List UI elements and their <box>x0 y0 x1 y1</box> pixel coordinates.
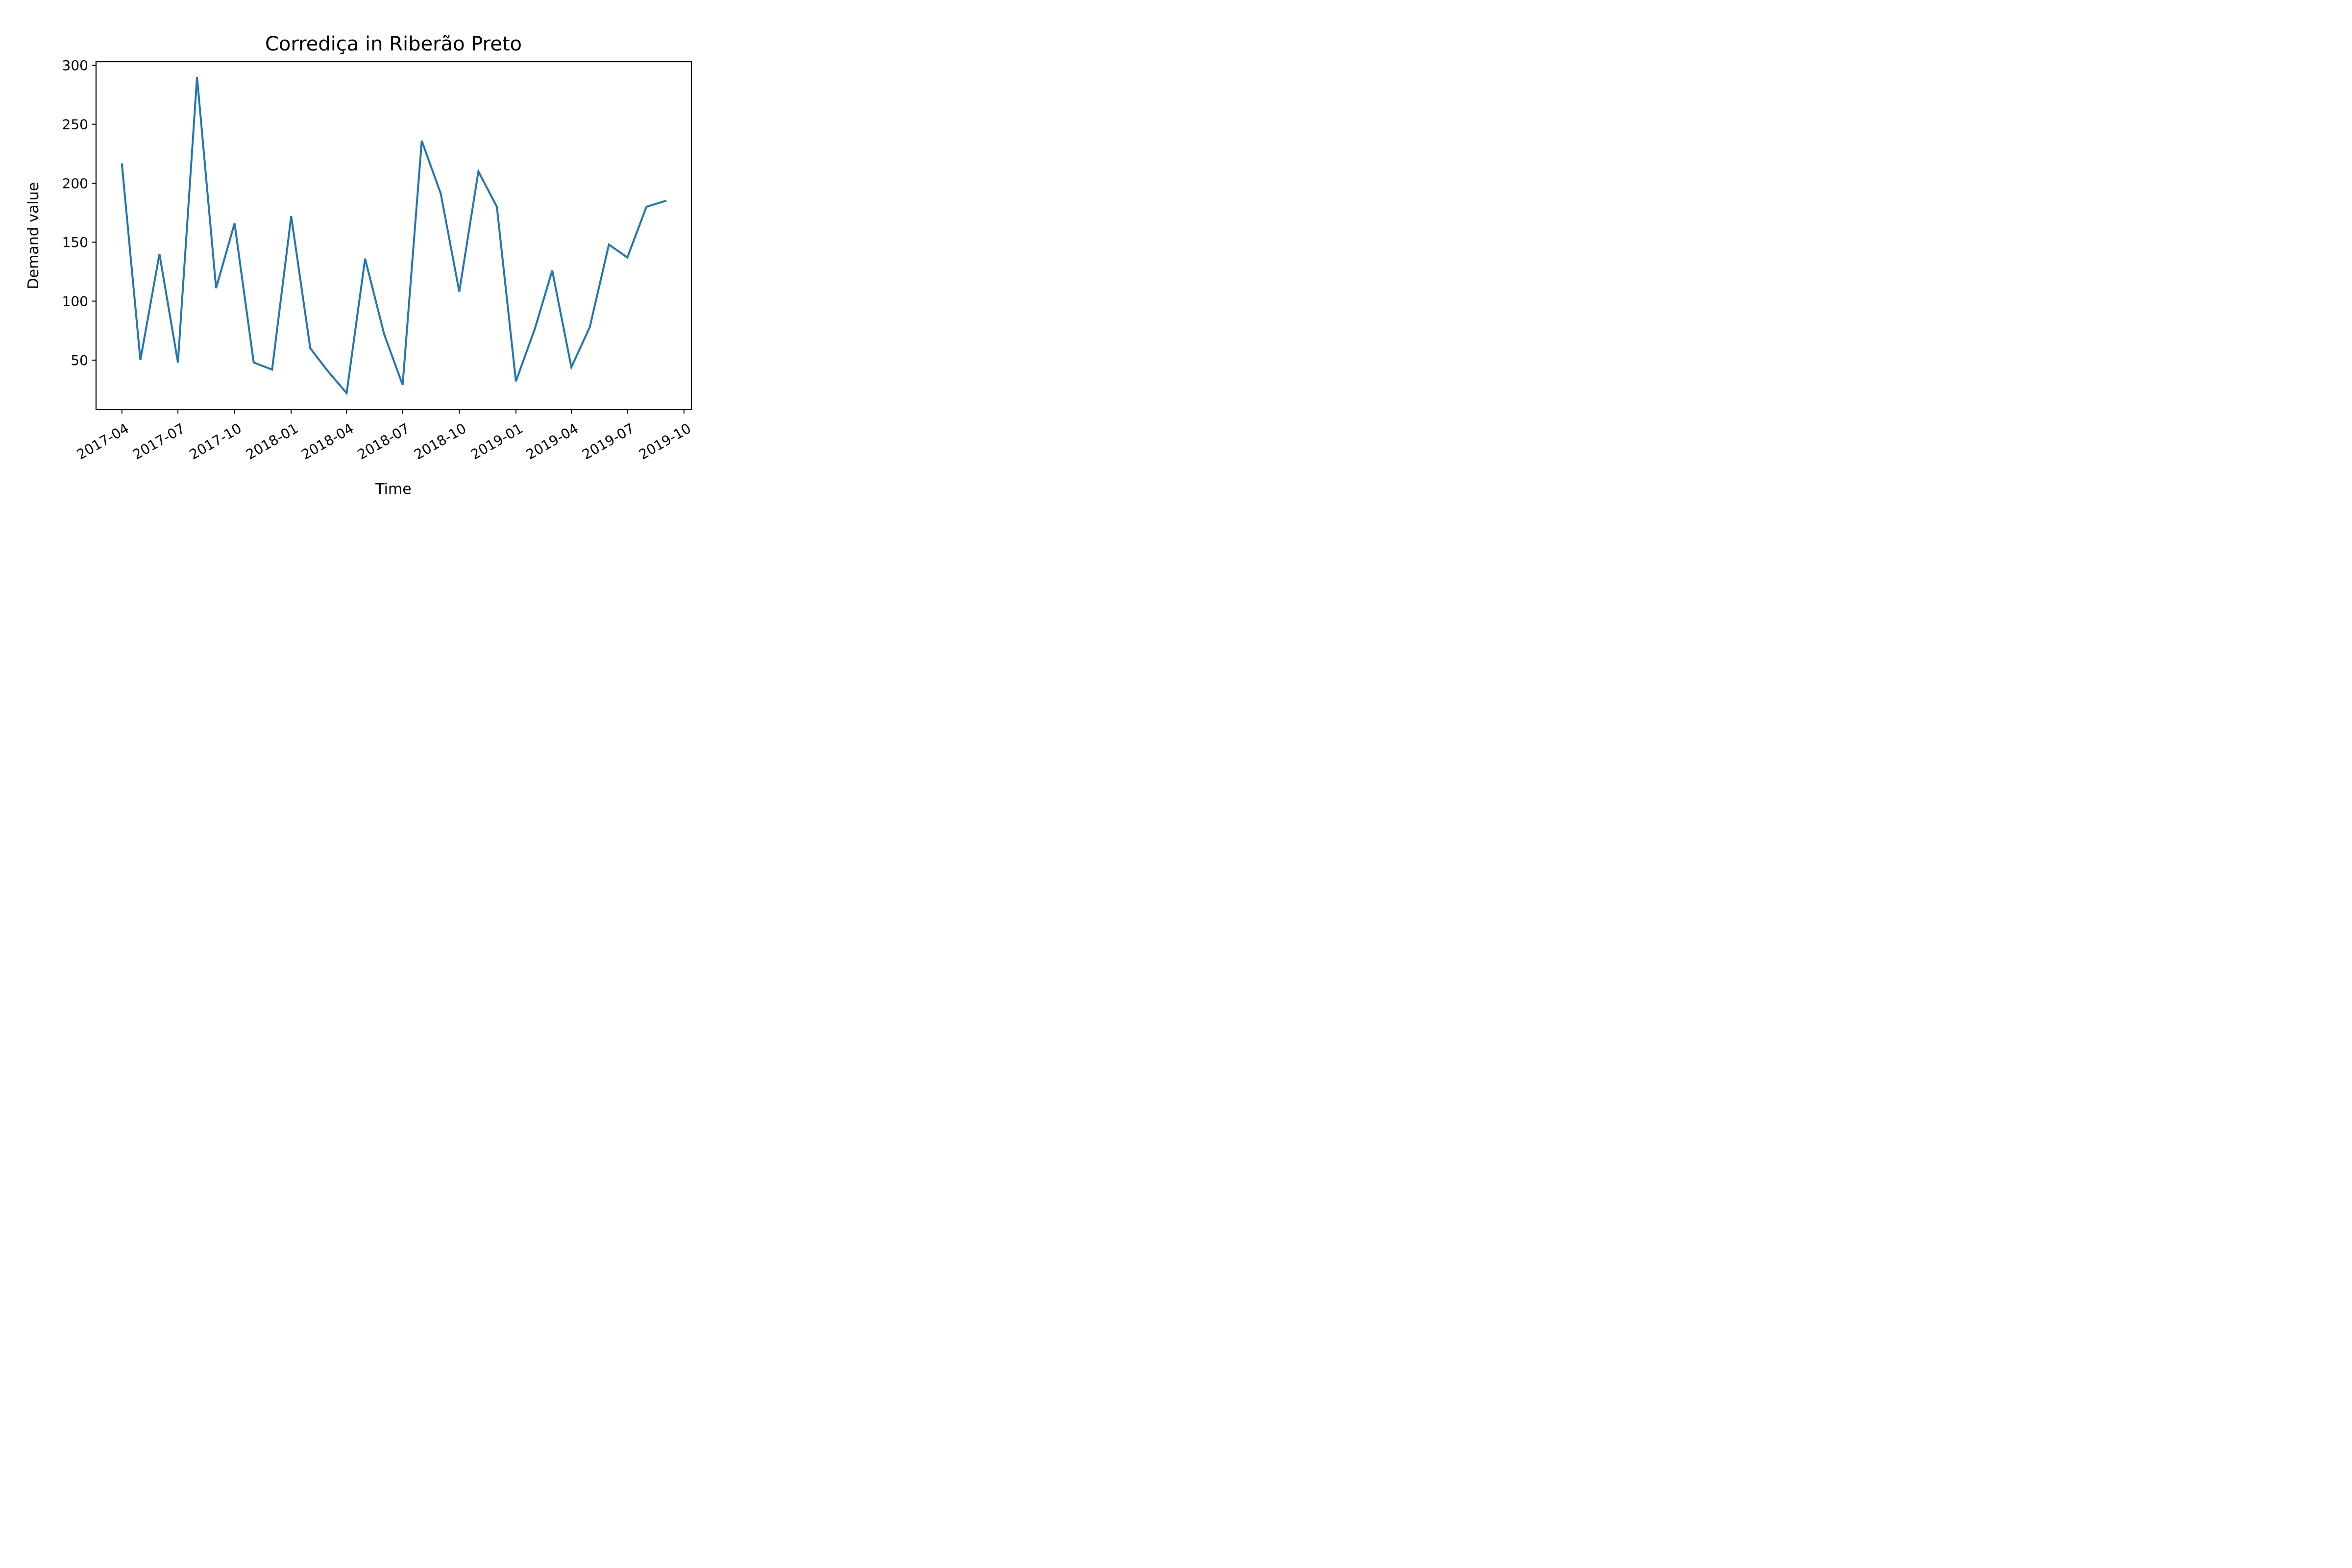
y-tick-label: 200 <box>62 175 88 192</box>
y-tick-label: 150 <box>62 234 88 250</box>
y-axis-ticks: 50 100 150 200 250 300 <box>62 57 96 368</box>
x-tick-label: 2017-04 <box>74 420 132 463</box>
x-tick-label: 2018-04 <box>298 420 356 463</box>
plot-frame <box>95 61 692 411</box>
x-tick-label: 2018-10 <box>411 420 469 463</box>
x-tick-label: 2017-07 <box>130 420 188 463</box>
x-axis-label: Time <box>375 481 411 498</box>
y-tick-label: 50 <box>71 352 88 368</box>
x-tick-label: 2019-01 <box>468 420 526 463</box>
chart-container: Corrediça in Riberão Preto 50 100 150 200 25… <box>0 0 758 513</box>
y-tick-label: 100 <box>62 294 88 310</box>
chart-title: Corrediça in Riberão Preto <box>265 33 522 55</box>
x-tick-label: 2019-07 <box>579 420 637 463</box>
x-tick-label: 2018-07 <box>355 420 413 463</box>
line-chart: Corrediça in Riberão Preto 50 100 150 200 25… <box>25 33 694 498</box>
y-axis-label: Demand value <box>25 182 42 290</box>
x-tick-label: 2019-10 <box>636 420 694 463</box>
y-tick-label: 250 <box>62 117 88 133</box>
x-axis-ticks: 2017-042017-072017-102018-012018-042018-… <box>74 410 694 463</box>
y-tick-label: 300 <box>62 57 88 74</box>
x-tick-label: 2018-01 <box>243 420 301 463</box>
x-tick-label: 2017-10 <box>187 420 245 463</box>
series-line <box>121 77 667 395</box>
x-tick-label: 2019-04 <box>523 420 581 463</box>
